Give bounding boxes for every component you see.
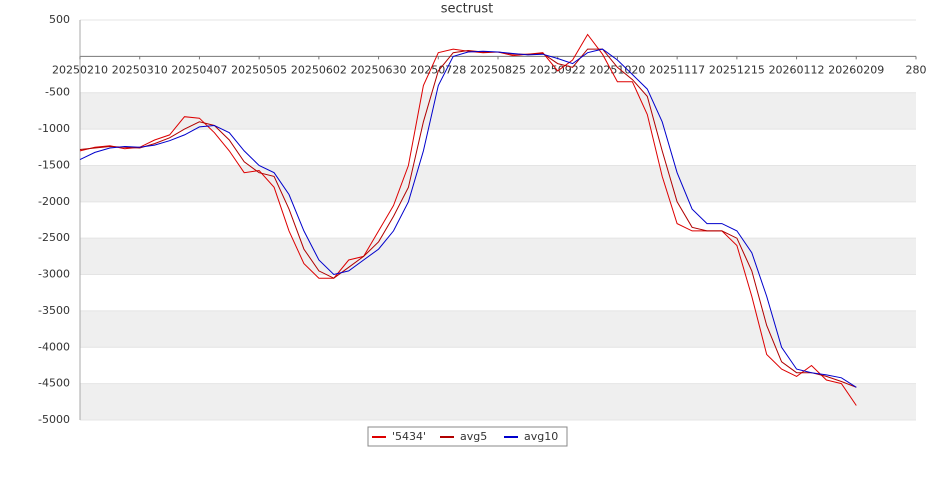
y-tick-label: -500 [45,86,70,99]
y-tick-label: -1500 [38,158,70,171]
x-tick-label: 20251117 [649,63,705,76]
grid-band [80,92,916,130]
legend-label: '5434' [392,430,426,443]
legend-box [367,426,568,447]
series-line [79,33,857,406]
x-tick-label: 20260209 [828,63,884,76]
x-tick-label: 20250505 [231,63,287,76]
y-tick-label: -4000 [38,340,70,353]
x-tick-label: 20250310 [112,63,168,76]
y-tick-label: -2000 [38,195,70,208]
x-tick-label: 20250630 [351,63,407,76]
y-tick-label: 500 [49,13,70,26]
x-tick-label: 20250407 [171,63,227,76]
chart-title: sectrust [441,2,493,17]
x-tick-label: 280 [906,63,927,76]
x-tick-label: 20250922 [530,63,586,76]
y-tick-label: -1000 [38,122,70,135]
legend: '5434' avg5 avg10 [367,426,568,447]
x-tick-label: 20251215 [709,63,765,76]
series-line [79,48,857,388]
legend-label: avg10 [524,430,558,443]
x-tick-label: 20250825 [470,63,526,76]
y-tick-label: -3000 [38,268,70,281]
x-tick-label: 20250728 [410,63,466,76]
grid-band [80,238,916,275]
grid-band [80,383,916,420]
y-tick-label: -4500 [38,377,70,390]
y-tick-label: -3500 [38,304,70,317]
series-line [79,48,857,388]
y-tick-label: -5000 [38,413,70,426]
legend-label: avg5 [460,430,487,443]
x-tick-label: 20250602 [291,63,347,76]
x-tick-label: 20260112 [769,63,825,76]
x-tick-label: 20250210 [52,63,108,76]
y-tick-label: -2500 [38,231,70,244]
grid-band [80,165,916,202]
grid-band [80,310,916,348]
x-tick-label: 20251020 [589,63,645,76]
